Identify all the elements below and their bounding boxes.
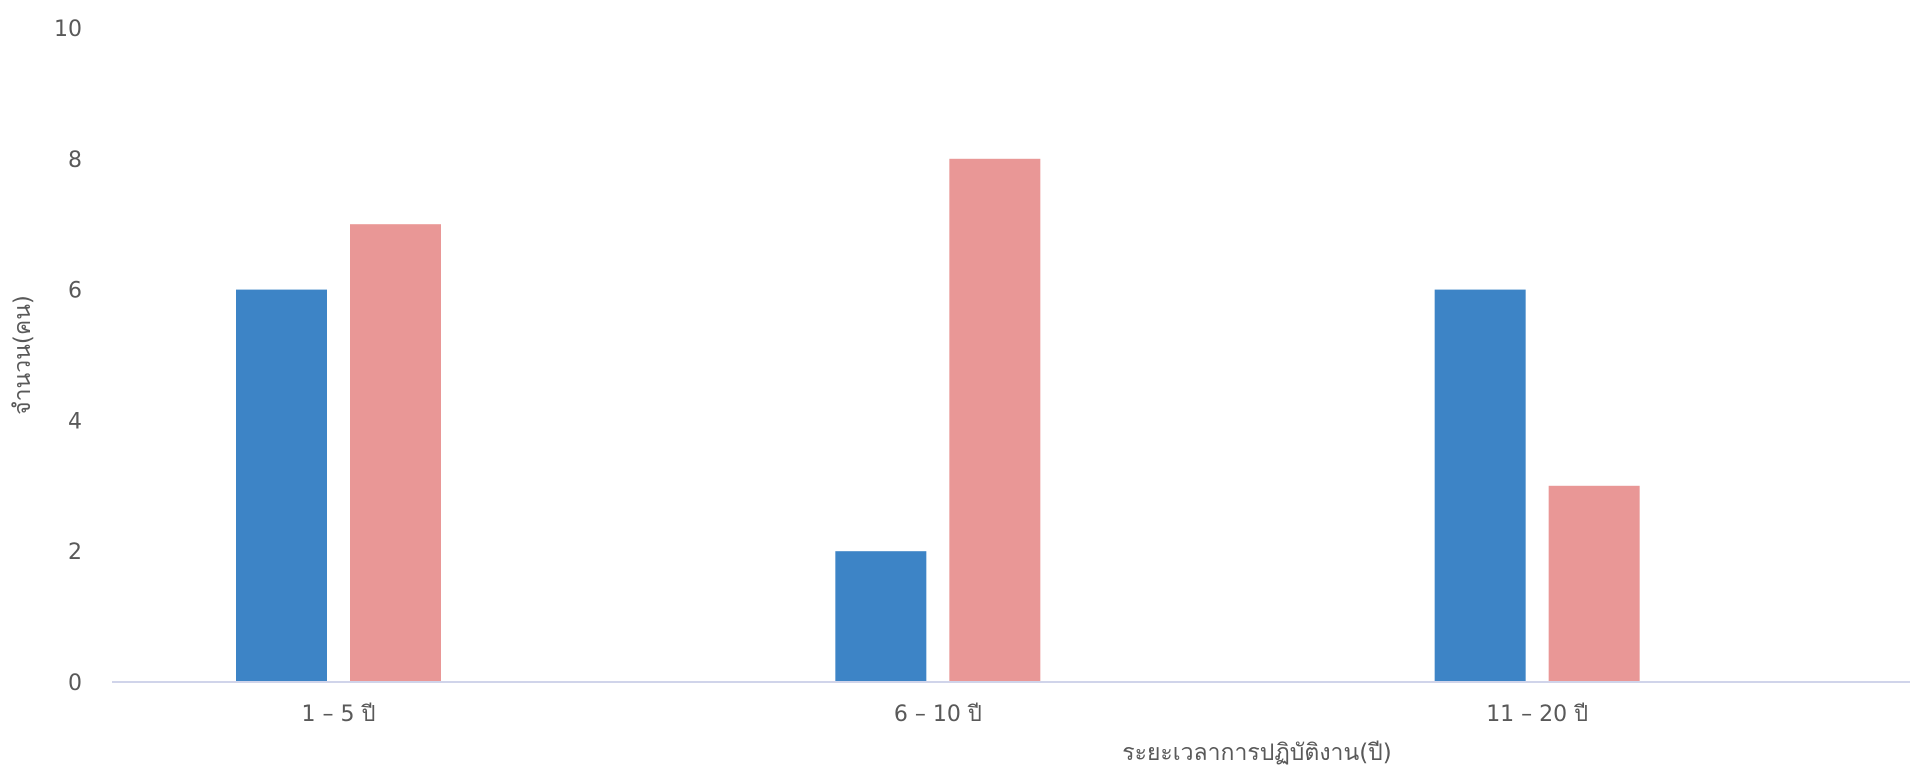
bar-series-1-cat-3 — [1434, 289, 1526, 682]
bar-series-2-cat-2 — [949, 158, 1041, 683]
x-tick-label: 6 – 10 ปี — [894, 702, 982, 727]
bar-series-1-cat-1 — [236, 289, 327, 682]
y-tick-label: 4 — [68, 409, 82, 434]
bars — [236, 158, 1640, 683]
bar-series-2-cat-3 — [1548, 485, 1640, 682]
bar-series-2-cat-1 — [350, 224, 441, 682]
y-tick-label: 6 — [68, 279, 82, 304]
y-tick-label: 2 — [68, 540, 82, 565]
x-axis-ticks: 1 – 5 ปี 6 – 10 ปี 11 – 20 ปี — [302, 702, 1589, 727]
y-tick-label: 0 — [68, 671, 82, 696]
x-axis-title: ระยะเวลาการปฏิบัติงาน(ปี) — [1122, 740, 1392, 765]
x-tick-label: 11 – 20 ปี — [1486, 702, 1588, 727]
y-axis-ticks: 0 2 4 6 8 10 — [54, 17, 82, 696]
y-tick-label: 8 — [68, 148, 82, 173]
y-tick-label: 10 — [54, 17, 82, 42]
bar-series-1-cat-2 — [835, 551, 927, 682]
x-tick-label: 1 – 5 ปี — [302, 702, 376, 727]
y-axis-title: จำนวน(คน) — [10, 295, 36, 415]
